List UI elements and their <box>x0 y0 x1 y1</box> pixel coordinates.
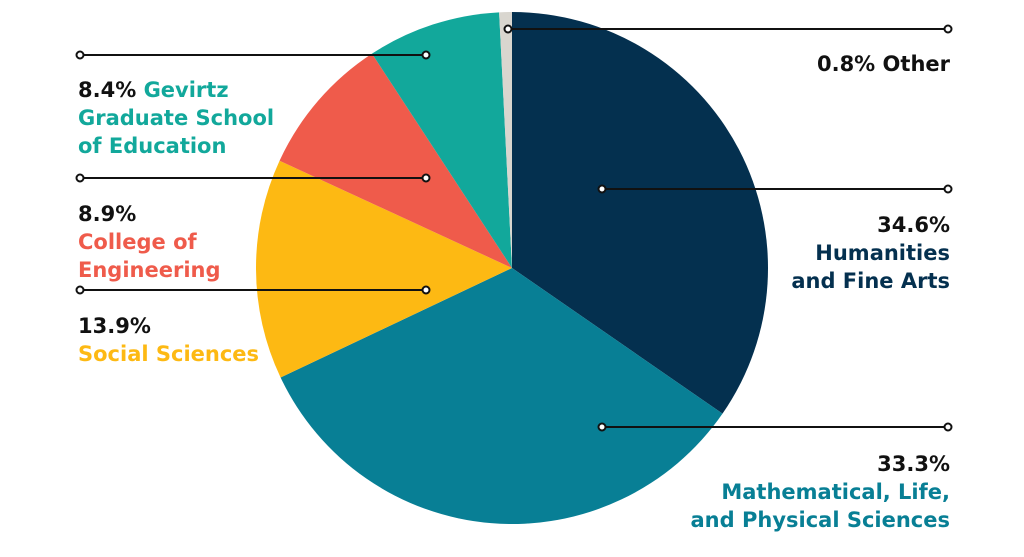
name-other: Other <box>882 52 950 76</box>
pct-engineering: 8.9% <box>78 202 137 226</box>
pie-slice-gevirtz-graduate-school-of-education <box>372 12 512 268</box>
label-other: 0.8% Other <box>817 50 950 78</box>
leader-line-humanities <box>597 184 953 194</box>
leader-lines <box>75 24 953 432</box>
name-humanities-line2: and Fine Arts <box>791 269 950 293</box>
pct-gevirtz: 8.4% <box>78 78 137 102</box>
pie-slice-other <box>499 11 512 268</box>
leader-line-social <box>75 285 431 295</box>
pie-slice-humanities-and-fine-arts <box>512 12 769 414</box>
leader-line-math <box>597 422 953 432</box>
name-engineering-line1: College of <box>78 230 197 254</box>
pie-slice-social-sciences <box>255 160 513 378</box>
leader-line-engineering <box>75 173 431 183</box>
name-humanities-line1: Humanities <box>815 241 950 265</box>
name-math-line1: Mathematical, Life, <box>721 480 950 504</box>
label-humanities: 34.6% Humanities and Fine Arts <box>791 211 950 295</box>
label-social-sciences: 13.9% Social Sciences <box>78 312 259 368</box>
leader-line-other <box>503 24 953 34</box>
name-math-line2: and Physical Sciences <box>690 508 950 532</box>
name-gevirtz-line1: Gevirtz <box>143 78 229 102</box>
name-gevirtz-line3: of Education <box>78 134 227 158</box>
name-engineering-line2: Engineering <box>78 258 221 282</box>
pct-math: 33.3% <box>877 452 950 476</box>
leader-line-gevirtz <box>75 50 431 60</box>
label-math-life-physical: 33.3% Mathematical, Life, and Physical S… <box>691 450 950 534</box>
pct-social: 13.9% <box>78 314 151 338</box>
name-social-line1: Social Sciences <box>78 342 260 366</box>
label-engineering: 8.9% College of Engineering <box>78 200 221 284</box>
pie-slice-mathematical-life-and-physical-sciences <box>280 268 723 525</box>
pie-slice-college-of-engineering <box>279 53 512 268</box>
label-gevirtz: 8.4% Gevirtz Graduate School of Educatio… <box>78 76 274 160</box>
pct-other: 0.8% <box>816 52 876 76</box>
pct-humanities: 34.6% <box>877 213 950 237</box>
name-gevirtz-line2: Graduate School <box>78 106 275 130</box>
pie-slices <box>255 11 769 525</box>
